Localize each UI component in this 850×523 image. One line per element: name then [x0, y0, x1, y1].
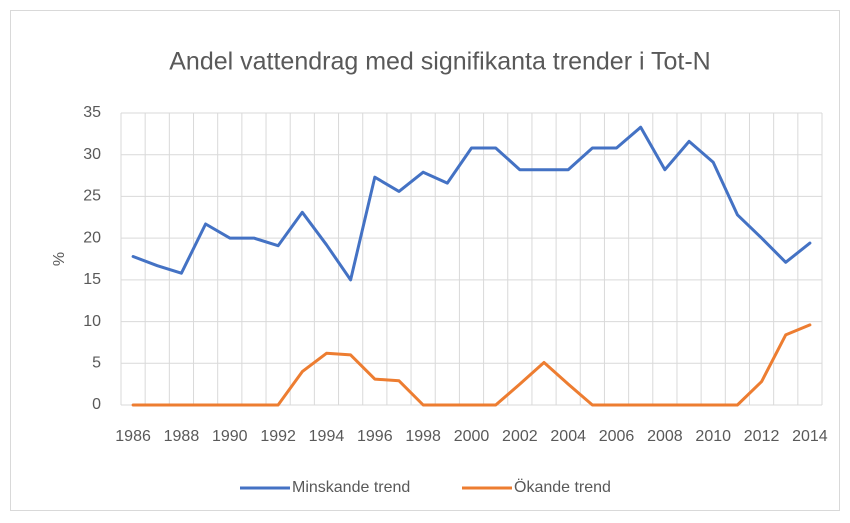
x-tick-label: 1998: [405, 428, 441, 445]
y-tick-label: 35: [83, 104, 101, 121]
y-tick-label: 5: [92, 355, 101, 372]
x-tick-label: 2002: [502, 428, 538, 445]
legend-label: Minskande trend: [292, 479, 410, 496]
x-tick-label: 2006: [599, 428, 635, 445]
chart-title: Andel vattendrag med signifikanta trende…: [169, 48, 711, 76]
x-tick-label: 2012: [744, 428, 780, 445]
x-tick-label: 1994: [309, 428, 345, 445]
x-tick-label: 1996: [357, 428, 393, 445]
y-tick-label: 30: [83, 146, 101, 163]
y-tick-label: 0: [92, 396, 101, 413]
y-tick-label: 15: [83, 271, 101, 288]
x-tick-label: 2000: [454, 428, 490, 445]
y-tick-label: 20: [83, 229, 101, 246]
y-axis-label: %: [51, 252, 68, 266]
y-tick-label: 10: [83, 313, 101, 330]
y-tick-label: 25: [83, 188, 101, 205]
x-tick-label: 1992: [260, 428, 296, 445]
legend-label: Ökande trend: [514, 478, 611, 496]
x-tick-label: 2008: [647, 428, 683, 445]
line-series: [131, 323, 812, 407]
x-tick-label: 2004: [550, 428, 586, 445]
x-tick-label: 1988: [164, 428, 200, 445]
x-tick-label: 2014: [792, 428, 828, 445]
x-tick-label: 2010: [695, 428, 731, 445]
line-series: [131, 125, 812, 282]
x-tick-label: 1990: [212, 428, 248, 445]
x-tick-label: 1986: [115, 428, 151, 445]
